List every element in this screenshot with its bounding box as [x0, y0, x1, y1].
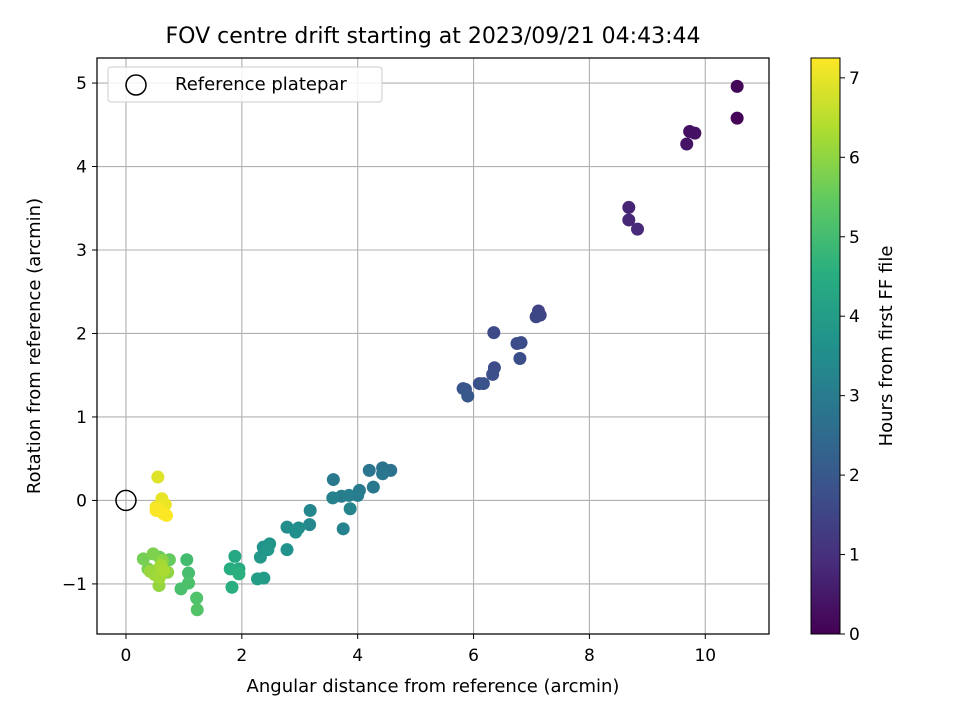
y-axis-ticks: −1 0 1 2 3 4 5: [62, 74, 97, 595]
data-point: [250, 572, 264, 586]
x-axis-label: Angular distance from reference (arcmin): [247, 676, 620, 697]
x-tick-label: 8: [584, 646, 595, 666]
data-point: [190, 603, 204, 617]
y-axis-label: Rotation from reference (arcmin): [24, 198, 45, 494]
data-point: [289, 525, 303, 539]
x-tick-label: 2: [236, 646, 247, 666]
data-point: [343, 502, 357, 516]
data-point: [342, 488, 356, 502]
reference-platepar-marker: [115, 489, 137, 512]
x-tick-label: 6: [468, 646, 479, 666]
y-tick-label: 1: [76, 408, 87, 428]
colorbar-ticks: 0 1 2 3 4 5 6 7: [840, 69, 860, 645]
data-point: [326, 473, 340, 487]
data-point: [303, 503, 317, 517]
y-tick-label: 4: [76, 158, 87, 178]
colorbar-tick-label: 6: [849, 148, 860, 168]
data-point: [688, 126, 702, 140]
chart-title: FOV centre drift starting at 2023/09/21 …: [166, 24, 701, 49]
legend-label: Reference platepar: [175, 74, 347, 95]
data-point: [232, 567, 246, 581]
data-point: [180, 553, 194, 567]
data-point: [146, 547, 160, 561]
data-point: [730, 111, 744, 125]
colorbar: [810, 57, 841, 635]
x-tick-label: 10: [694, 646, 716, 666]
data-point: [253, 550, 267, 564]
data-point: [182, 566, 196, 580]
grid-lines: [97, 58, 769, 634]
y-tick-label: 0: [76, 491, 87, 511]
data-point: [730, 79, 744, 93]
data-point: [336, 522, 350, 536]
colorbar-label: Hours from first FF file: [876, 246, 897, 447]
colorbar-tick-label: 1: [849, 546, 860, 566]
data-point: [157, 564, 171, 578]
data-point: [366, 480, 380, 494]
data-point: [529, 310, 543, 324]
data-point: [228, 549, 242, 563]
colorbar-tick-label: 3: [849, 387, 860, 407]
data-point: [513, 352, 527, 366]
colorbar-tick-label: 5: [849, 228, 860, 248]
data-point: [622, 213, 636, 227]
data-point: [190, 591, 204, 605]
colorbar-tick-label: 7: [849, 69, 860, 89]
data-point: [461, 389, 475, 403]
y-tick-label: 2: [76, 324, 87, 344]
colorbar-tick-label: 2: [849, 466, 860, 486]
x-tick-label: 0: [121, 646, 132, 666]
legend-marker-circle: [125, 74, 147, 96]
data-point: [476, 377, 490, 391]
data-point: [510, 336, 524, 350]
y-tick-label: 5: [76, 74, 87, 94]
data-point: [225, 580, 239, 594]
y-tick-label: 3: [76, 241, 87, 261]
legend: Reference platepar: [107, 66, 383, 103]
data-point: [182, 576, 196, 590]
data-point: [280, 543, 294, 557]
data-points: [115, 79, 744, 617]
legend-box: [107, 66, 383, 103]
plot-frame: [96, 57, 770, 635]
data-point: [136, 552, 150, 566]
data-point: [680, 137, 694, 151]
data-point: [362, 463, 376, 477]
data-point: [622, 200, 636, 214]
y-tick-label: −1: [62, 575, 87, 595]
data-point: [376, 467, 390, 481]
data-point: [326, 491, 340, 505]
x-tick-label: 4: [352, 646, 363, 666]
data-point: [151, 470, 165, 484]
x-axis-ticks: 0 2 4 6 8 10: [121, 634, 716, 666]
data-point: [303, 518, 317, 532]
data-point: [630, 222, 644, 236]
data-point: [486, 367, 500, 381]
colorbar-tick-label: 0: [849, 625, 860, 645]
data-point: [487, 326, 501, 340]
data-point: [157, 507, 171, 521]
colorbar-tick-label: 4: [849, 307, 860, 327]
